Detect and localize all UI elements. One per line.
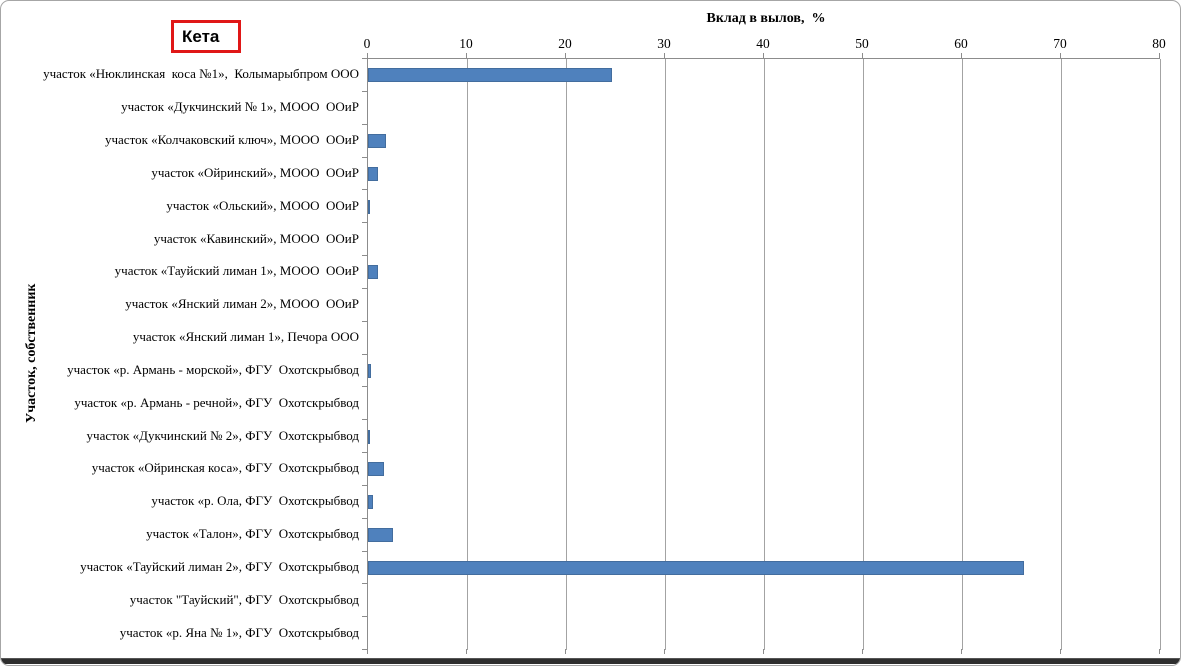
category-label: участок «р. Армань - речной», ФГУ Охотск… (74, 394, 359, 410)
value-tick-label: 0 (363, 36, 371, 51)
bar (368, 364, 371, 378)
value-tick-label: 80 (1152, 36, 1166, 51)
gridline (665, 59, 666, 650)
value-axis-tick (565, 53, 566, 58)
gridline (1160, 59, 1161, 650)
value-tick-label: 10 (459, 36, 473, 51)
category-axis-tick (362, 485, 367, 486)
category-axis-tick (362, 255, 367, 256)
category-label: участок «Тауйский лиман 1», МООО ООиР (114, 263, 359, 279)
category-axis-tick (362, 189, 367, 190)
gridline (1061, 59, 1062, 650)
bar (368, 265, 378, 279)
category-label: участок «Ольский», МООО ООиР (166, 197, 359, 213)
category-axis-tick (362, 583, 367, 584)
gridline (566, 59, 567, 650)
plot-area (367, 58, 1161, 650)
category-axis-tick (362, 452, 367, 453)
category-axis-tick (362, 386, 367, 387)
value-axis-tick (367, 649, 368, 654)
value-axis-tick (367, 53, 368, 58)
value-axis-tick (1060, 649, 1061, 654)
gridline (962, 59, 963, 650)
category-axis-tick (362, 616, 367, 617)
category-label: участок «Тауйский лиман 2», ФГУ Охотскры… (80, 558, 359, 574)
category-label: участок «Ойринская коса», ФГУ Охотскрыбв… (91, 460, 359, 476)
bar (368, 430, 370, 444)
category-label: участок «Нюклинская коса №1», Колымарыбп… (43, 66, 359, 82)
category-label: участок «р. Ола, ФГУ Охотскрыбвод (151, 493, 359, 509)
value-axis-tick (466, 53, 467, 58)
bar (368, 462, 384, 476)
gridline (467, 59, 468, 650)
category-label: участок «Дукчинский № 2», ФГУ Охотскрыбв… (86, 427, 359, 443)
value-axis-tick (565, 649, 566, 654)
bar (368, 561, 1024, 575)
category-label: участок «Талон», ФГУ Охотскрыбвод (146, 526, 359, 542)
category-axis-tick (362, 419, 367, 420)
bar (368, 68, 612, 82)
bar (368, 167, 378, 181)
category-axis-tick (362, 518, 367, 519)
value-axis-title: Вклад в вылов, % (706, 11, 826, 26)
gridline (764, 59, 765, 650)
value-axis-tick (961, 649, 962, 654)
value-tick-label: 40 (756, 36, 770, 51)
category-label: участок "Тауйский", ФГУ Охотскрыбвод (129, 591, 359, 607)
value-tick-label: 60 (954, 36, 968, 51)
category-label: участок «Янский лиман 2», МООО ООиР (125, 296, 359, 312)
category-axis-tick (362, 551, 367, 552)
category-label: участок «Кавинский», МООО ООиР (153, 230, 359, 246)
value-axis-tick (862, 649, 863, 654)
gridline (863, 59, 864, 650)
category-axis-tick (362, 288, 367, 289)
category-axis-tick (362, 321, 367, 322)
value-axis-tick (1159, 649, 1160, 654)
category-label: участок «р. Армань - морской», ФГУ Охотс… (67, 361, 359, 377)
value-axis-tick (961, 53, 962, 58)
chart-title: Кета (182, 26, 220, 46)
value-axis-tick (763, 649, 764, 654)
category-label: участок «р. Яна № 1», ФГУ Охотскрыбвод (119, 624, 359, 640)
value-axis-tick (664, 53, 665, 58)
category-axis-tick (362, 58, 367, 59)
category-label: участок «Дукчинский № 1», МООО ООиР (121, 99, 359, 115)
category-label: участок «Колчаковский ключ», МООО ООиР (104, 132, 359, 148)
bar (368, 200, 370, 214)
category-axis-tick (362, 124, 367, 125)
value-tick-label: 30 (657, 36, 671, 51)
category-axis-tick (362, 649, 367, 650)
chart-title-box: Кета (171, 20, 241, 53)
value-tick-label: 20 (558, 36, 572, 51)
category-axis-tick (362, 157, 367, 158)
category-axis-tick (362, 354, 367, 355)
value-axis-tick (466, 649, 467, 654)
value-axis-tick (664, 649, 665, 654)
bottom-edge-bar (1, 658, 1180, 664)
value-axis-tick (763, 53, 764, 58)
bar (368, 528, 393, 542)
category-axis-tick (362, 91, 367, 92)
category-label: участок «Ойринский», МООО ООиР (151, 164, 359, 180)
category-axis-tick (362, 222, 367, 223)
value-tick-label: 70 (1053, 36, 1067, 51)
category-label: участок «Янский лиман 1», Печора ООО (132, 329, 359, 345)
value-tick-label: 50 (855, 36, 869, 51)
value-axis-tick (1159, 53, 1160, 58)
bar (368, 495, 373, 509)
value-axis-tick (862, 53, 863, 58)
bar (368, 134, 386, 148)
value-axis-tick (1060, 53, 1061, 58)
